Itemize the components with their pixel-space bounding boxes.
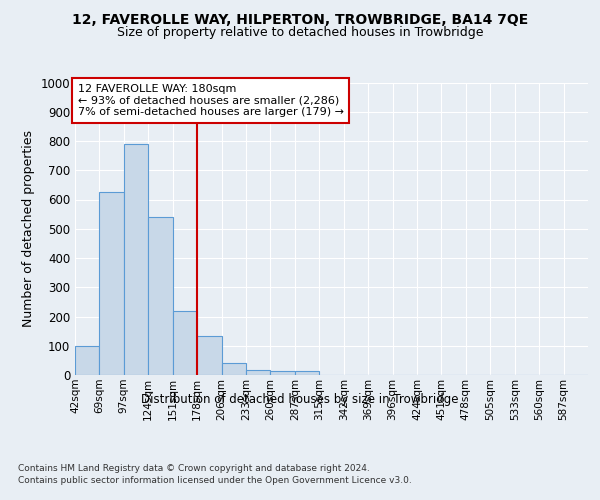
Y-axis label: Number of detached properties: Number of detached properties <box>22 130 35 327</box>
Text: Contains public sector information licensed under the Open Government Licence v3: Contains public sector information licen… <box>18 476 412 485</box>
Bar <box>221 362 246 375</box>
Text: 12, FAVEROLLE WAY, HILPERTON, TROWBRIDGE, BA14 7QE: 12, FAVEROLLE WAY, HILPERTON, TROWBRIDGE… <box>72 12 528 26</box>
Bar <box>124 144 148 375</box>
Bar <box>148 217 173 375</box>
Bar <box>75 346 100 375</box>
Bar <box>197 336 221 375</box>
Bar <box>100 192 124 375</box>
Text: Size of property relative to detached houses in Trowbridge: Size of property relative to detached ho… <box>117 26 483 39</box>
Text: Contains HM Land Registry data © Crown copyright and database right 2024.: Contains HM Land Registry data © Crown c… <box>18 464 370 473</box>
Text: 12 FAVEROLLE WAY: 180sqm
← 93% of detached houses are smaller (2,286)
7% of semi: 12 FAVEROLLE WAY: 180sqm ← 93% of detach… <box>77 84 344 117</box>
Bar <box>173 310 197 375</box>
Text: Distribution of detached houses by size in Trowbridge: Distribution of detached houses by size … <box>141 392 459 406</box>
Bar <box>246 370 271 375</box>
Bar <box>295 372 319 375</box>
Bar <box>271 372 295 375</box>
